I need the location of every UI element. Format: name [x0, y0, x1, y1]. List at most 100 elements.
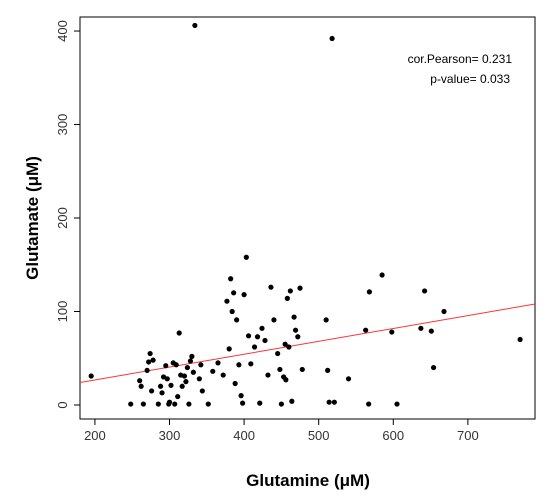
- data-point: [422, 288, 428, 294]
- data-point: [226, 346, 232, 352]
- data-point: [210, 368, 216, 374]
- data-point: [295, 334, 301, 340]
- x-tick-label: 500: [308, 428, 330, 443]
- data-point: [138, 383, 144, 389]
- data-point: [176, 330, 182, 336]
- data-point: [292, 327, 299, 333]
- data-point: [329, 35, 335, 42]
- data-point: [517, 336, 523, 343]
- data-point: [248, 361, 254, 367]
- data-point: [325, 367, 331, 373]
- x-axis: 200 300 400 500 600 700: [84, 419, 479, 443]
- y-axis-title: Glutamate (μM): [23, 156, 42, 280]
- data-point: [144, 367, 150, 373]
- data-point: [287, 288, 293, 294]
- regression-line: [79, 303, 536, 384]
- data-point: [277, 366, 283, 373]
- data-point: [159, 390, 165, 396]
- data-point: [297, 285, 303, 291]
- data-point: [137, 378, 143, 384]
- data-point: [128, 401, 134, 407]
- data-point: [186, 401, 192, 407]
- data-point: [228, 276, 234, 282]
- data-point: [363, 327, 369, 333]
- data-point: [254, 334, 261, 340]
- data-point: [183, 379, 189, 385]
- data-point: [271, 317, 277, 323]
- data-point: [231, 290, 237, 296]
- data-point: [331, 399, 337, 405]
- data-point: [240, 400, 246, 406]
- x-tick-label: 200: [84, 428, 106, 443]
- data-point: [251, 344, 258, 350]
- data-point: [140, 401, 147, 407]
- x-axis-title: Glutamine (μM): [246, 471, 370, 490]
- data-point: [199, 388, 205, 394]
- data-point: [394, 401, 400, 407]
- x-tick-label: 600: [382, 428, 404, 443]
- data-point: [268, 284, 274, 290]
- data-point: [379, 272, 385, 278]
- y-axis: 0 100 200 300 400: [55, 20, 80, 409]
- data-point: [241, 292, 247, 298]
- data-point: [430, 364, 437, 371]
- data-point: [262, 337, 268, 344]
- data-point: [286, 344, 292, 350]
- data-point: [284, 295, 290, 301]
- y-tick-label: 200: [55, 207, 70, 229]
- data-point: [234, 317, 240, 323]
- data-point: [164, 376, 170, 382]
- data-point: [291, 314, 297, 320]
- data-point: [259, 325, 265, 331]
- data-point: [428, 328, 434, 334]
- data-point: [366, 401, 372, 407]
- data-point: [323, 317, 329, 323]
- data-point: [232, 380, 238, 387]
- data-point: [157, 383, 164, 389]
- y-tick-label: 300: [55, 114, 70, 136]
- data-point: [224, 298, 230, 304]
- data-point: [205, 401, 211, 407]
- data-point: [345, 376, 352, 382]
- data-point: [155, 401, 161, 407]
- data-point: [282, 341, 288, 347]
- data-point: [220, 372, 226, 378]
- data-point: [275, 350, 281, 357]
- data-point: [198, 362, 204, 368]
- data-point: [283, 377, 289, 383]
- data-point: [187, 358, 193, 364]
- y-tick-label: 100: [55, 301, 70, 323]
- data-point: [278, 401, 284, 407]
- data-point: [441, 308, 447, 315]
- data-points: [88, 22, 523, 407]
- data-point: [172, 401, 178, 407]
- data-point: [190, 369, 196, 375]
- data-point: [238, 393, 244, 399]
- data-point: [149, 388, 155, 394]
- data-point: [289, 398, 295, 404]
- data-point: [196, 376, 202, 382]
- data-point: [173, 362, 179, 368]
- data-point: [146, 359, 152, 365]
- data-point: [215, 360, 221, 366]
- data-point: [243, 254, 249, 260]
- y-tick-label: 400: [55, 20, 70, 42]
- data-point: [229, 308, 235, 315]
- y-tick-label: 0: [55, 401, 70, 408]
- data-point: [265, 372, 271, 378]
- x-tick-label: 300: [159, 428, 181, 443]
- data-point: [326, 399, 332, 405]
- data-point: [366, 289, 373, 295]
- data-point: [299, 366, 305, 373]
- data-point: [192, 22, 198, 29]
- data-point: [88, 373, 94, 379]
- data-point: [189, 353, 195, 359]
- data-point: [389, 329, 395, 335]
- data-point: [257, 400, 263, 406]
- data-point: [181, 373, 188, 379]
- annotation-correlation: cor.Pearson= 0.231: [408, 52, 513, 66]
- data-point: [147, 350, 153, 357]
- data-point: [184, 364, 191, 371]
- data-point: [236, 362, 242, 368]
